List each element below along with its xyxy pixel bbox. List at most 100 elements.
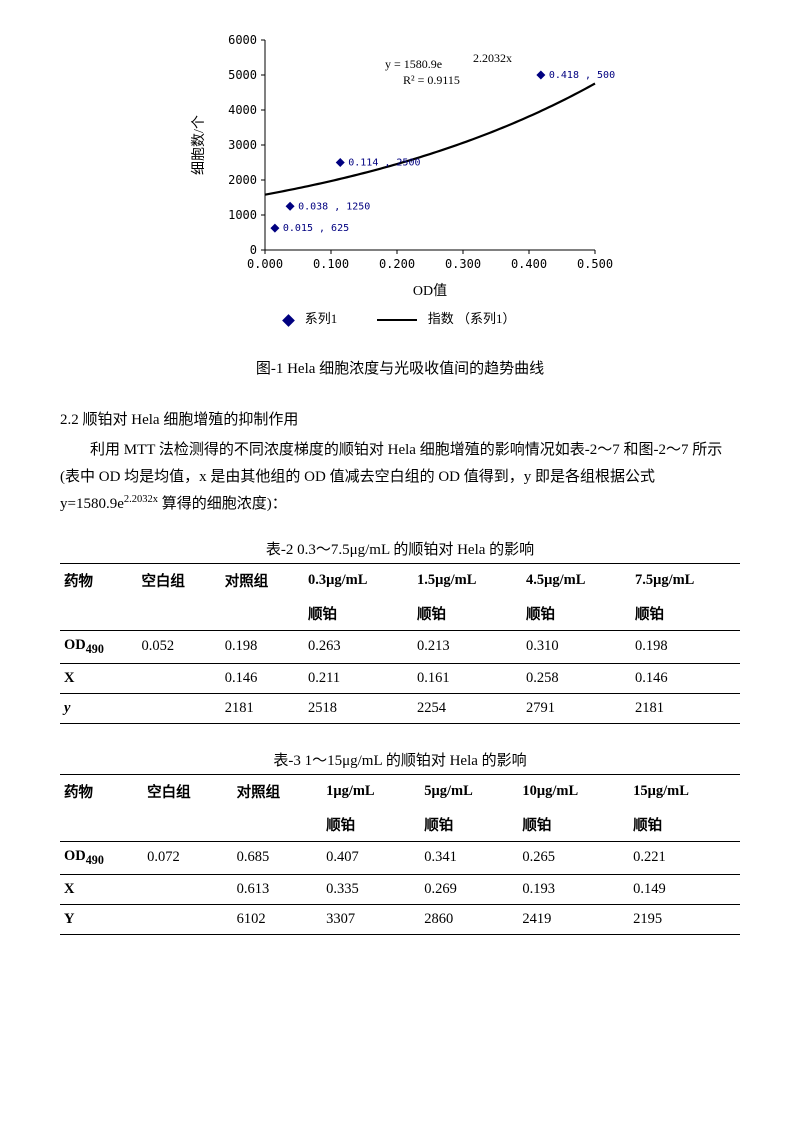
table-header <box>60 597 137 631</box>
svg-text:0.038 , 1250: 0.038 , 1250 <box>298 201 370 212</box>
table-header: 药物 <box>60 564 137 598</box>
svg-text:0.400: 0.400 <box>511 257 547 271</box>
svg-text:0.300: 0.300 <box>445 257 481 271</box>
table-header: 顺铂 <box>413 597 522 631</box>
table-cell: 2254 <box>413 693 522 723</box>
table-header: 5μg/mL <box>420 774 518 808</box>
table-cell: 0.146 <box>221 663 304 693</box>
table-cell <box>143 874 232 904</box>
svg-text:0.000: 0.000 <box>247 257 283 271</box>
table-cell: 0.221 <box>629 841 740 874</box>
table-cell <box>137 693 220 723</box>
para-tail: 算得的细胞浓度)： <box>158 496 287 512</box>
table-cell: 0.146 <box>631 663 740 693</box>
svg-text:1000: 1000 <box>228 208 257 222</box>
svg-text:y = 1580.9e: y = 1580.9e <box>385 57 442 71</box>
table-header: 顺铂 <box>304 597 413 631</box>
table-header <box>60 808 143 842</box>
table-cell: 2518 <box>304 693 413 723</box>
table-cell: 0.685 <box>233 841 322 874</box>
row-label: X <box>60 874 143 904</box>
table-header: 对照组 <box>233 774 322 808</box>
table3-caption: 表-3 1～15μg/mL 的顺铂对 Hela 的影响 <box>60 749 740 770</box>
table-header: 顺铂 <box>631 597 740 631</box>
table-cell: 2791 <box>522 693 631 723</box>
table-cell: 6102 <box>233 904 322 934</box>
section-title: 2.2 顺铂对 Hela 细胞增殖的抑制作用 <box>60 408 740 429</box>
para-exp: 2.2032x <box>124 494 158 505</box>
table-header: 空白组 <box>137 564 220 598</box>
chart-svg: 0 1000 2000 3000 4000 5000 6000 0.000 0.100 0.200… <box>185 30 615 300</box>
line-icon <box>377 319 417 321</box>
svg-text:0.100: 0.100 <box>313 257 349 271</box>
chart: 0 1000 2000 3000 4000 5000 6000 0.000 0.100 0.200… <box>185 30 615 300</box>
table-cell: 0.335 <box>322 874 420 904</box>
table-header: 10μg/mL <box>518 774 629 808</box>
legend-curve: 指数 （系列1） <box>377 308 516 327</box>
table-header: 药物 <box>60 774 143 808</box>
svg-text:0.500: 0.500 <box>577 257 613 271</box>
table-header: 15μg/mL <box>629 774 740 808</box>
svg-text:5000: 5000 <box>228 68 257 82</box>
row-label: OD490 <box>60 841 143 874</box>
row-label: y <box>60 693 137 723</box>
table-cell: 2860 <box>420 904 518 934</box>
paragraph: 利用 MTT 法检测得的不同浓度梯度的顺铂对 Hela 细胞增殖的影响情况如表-… <box>60 437 740 518</box>
table-cell <box>137 663 220 693</box>
table-cell: 0.258 <box>522 663 631 693</box>
svg-text:0.114 , 2500: 0.114 , 2500 <box>348 158 420 169</box>
table-cell: 0.052 <box>137 631 220 664</box>
svg-text:3000: 3000 <box>228 138 257 152</box>
table-cell: 2181 <box>221 693 304 723</box>
table-cell: 0.198 <box>221 631 304 664</box>
table-header: 顺铂 <box>322 808 420 842</box>
row-label: OD490 <box>60 631 137 664</box>
table-header <box>233 808 322 842</box>
svg-text:0.015 , 625: 0.015 , 625 <box>283 223 349 234</box>
chart-legend: 系列1 指数 （系列1） <box>60 308 740 327</box>
table-cell: 0.265 <box>518 841 629 874</box>
table-header: 顺铂 <box>629 808 740 842</box>
table-cell: 0.161 <box>413 663 522 693</box>
table-header: 4.5μg/mL <box>522 564 631 598</box>
table-cell: 2419 <box>518 904 629 934</box>
table-cell: 0.193 <box>518 874 629 904</box>
diamond-icon <box>283 314 296 327</box>
table-cell: 2195 <box>629 904 740 934</box>
svg-text:4000: 4000 <box>228 103 257 117</box>
table-header <box>137 597 220 631</box>
svg-text:0.200: 0.200 <box>379 257 415 271</box>
table-3: 药物空白组对照组1μg/mL5μg/mL10μg/mL15μg/mL顺铂顺铂顺铂… <box>60 774 740 935</box>
svg-text:6000: 6000 <box>228 33 257 47</box>
row-label: X <box>60 663 137 693</box>
table-header <box>143 808 232 842</box>
table-cell: 0.198 <box>631 631 740 664</box>
svg-text:0.418 , 5000: 0.418 , 5000 <box>549 70 615 81</box>
legend-series-label: 系列1 <box>305 311 338 326</box>
row-label: Y <box>60 904 143 934</box>
table-cell: 3307 <box>322 904 420 934</box>
table-cell: 0.263 <box>304 631 413 664</box>
svg-text:0: 0 <box>250 243 257 257</box>
table-cell: 0.072 <box>143 841 232 874</box>
table-cell: 0.407 <box>322 841 420 874</box>
svg-text:OD值: OD值 <box>413 283 447 299</box>
table-cell: 2181 <box>631 693 740 723</box>
svg-text:2000: 2000 <box>228 173 257 187</box>
table-header: 顺铂 <box>522 597 631 631</box>
table-2: 药物空白组对照组0.3μg/mL1.5μg/mL4.5μg/mL7.5μg/mL… <box>60 563 740 724</box>
table-cell: 0.310 <box>522 631 631 664</box>
table-cell: 0.211 <box>304 663 413 693</box>
table-cell <box>143 904 232 934</box>
table-header: 0.3μg/mL <box>304 564 413 598</box>
table-header: 1μg/mL <box>322 774 420 808</box>
legend-series: 系列1 <box>284 308 337 327</box>
table-header: 顺铂 <box>420 808 518 842</box>
table-cell: 0.341 <box>420 841 518 874</box>
svg-text:细胞数/个: 细胞数/个 <box>191 115 207 175</box>
table-header: 顺铂 <box>518 808 629 842</box>
table2-caption: 表-2 0.3～7.5μg/mL 的顺铂对 Hela 的影响 <box>60 538 740 559</box>
svg-text:R² = 0.9115: R² = 0.9115 <box>403 73 460 87</box>
table-cell: 0.269 <box>420 874 518 904</box>
table-header: 7.5μg/mL <box>631 564 740 598</box>
